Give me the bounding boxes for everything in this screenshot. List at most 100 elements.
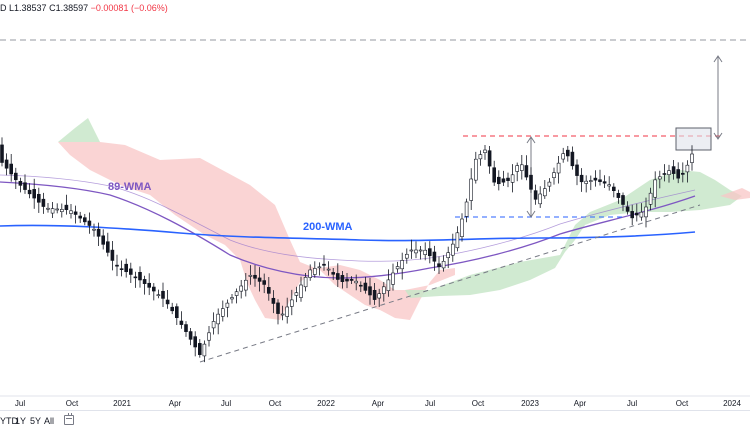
candle-body: [175, 306, 179, 318]
candle-body: [9, 163, 13, 175]
time-axis-label: Jul: [627, 399, 637, 408]
candle-body: [657, 176, 662, 180]
candle-body: [437, 263, 441, 268]
candle-body: [423, 249, 428, 255]
candle-body: [280, 313, 285, 316]
candle-body: [450, 243, 455, 256]
candle-body: [377, 293, 382, 299]
candle-body: [395, 266, 400, 270]
candle-body: [386, 279, 391, 291]
time-axis-label: Apr: [574, 399, 587, 408]
candle-body: [4, 159, 9, 169]
candle-body: [671, 166, 676, 174]
candle-body: [211, 321, 216, 329]
candle-body: [381, 286, 386, 294]
candle-body: [253, 274, 257, 279]
candle-body: [653, 179, 658, 198]
candle-body: [432, 251, 437, 262]
candle-body: [32, 189, 37, 199]
candle-body: [23, 182, 27, 190]
candle-body: [455, 232, 460, 249]
time-axis-label: Oct: [269, 399, 282, 408]
time-axis-label: Jul: [425, 399, 435, 408]
candle-body: [487, 150, 492, 167]
range-all-button[interactable]: All: [44, 416, 55, 426]
candle-body: [46, 207, 50, 210]
candle-body: [368, 286, 372, 296]
time-axis-label: 2023: [521, 399, 539, 408]
candle-body: [524, 165, 529, 178]
candle-body: [198, 343, 202, 355]
candle-body: [501, 178, 506, 183]
legend-low-value: 1.38537: [14, 3, 47, 13]
range-toolbar: YTD 1Y 5Y All: [0, 410, 750, 431]
ichimoku-cloud: [58, 118, 750, 320]
candle-body: [575, 164, 579, 176]
candle-body: [418, 249, 423, 252]
candle-body: [492, 167, 497, 183]
candle-body: [184, 324, 188, 332]
candlestick-series: [0, 137, 694, 363]
candle-body: [460, 218, 464, 237]
candle-body: [648, 192, 653, 205]
candle-body: [138, 272, 142, 281]
time-axis[interactable]: Jul Oct 2021 Apr Jul Oct 2022 Apr Jul Oct 2023 Apr J…: [15, 399, 742, 408]
candle-body: [119, 268, 124, 270]
candle-body: [611, 186, 616, 192]
candle-body: [414, 249, 418, 254]
candle-body: [18, 181, 23, 186]
candle-body: [216, 313, 220, 325]
range-5y-button[interactable]: 5Y: [30, 416, 42, 426]
candle-body: [533, 190, 538, 200]
calendar-icon[interactable]: [64, 413, 74, 425]
candle-body: [616, 192, 621, 198]
candle-body: [179, 320, 184, 325]
candle-body: [266, 287, 271, 294]
candle-body: [285, 306, 290, 317]
candle-body: [639, 211, 644, 218]
candle-body: [308, 269, 313, 278]
candle-body: [317, 266, 322, 269]
time-axis-label: Oct: [676, 399, 689, 408]
candle-body: [96, 228, 101, 237]
candle-body: [193, 336, 197, 348]
candle-body: [345, 278, 349, 282]
candle-body: [565, 149, 570, 157]
candle-body: [152, 286, 156, 292]
candle-body: [676, 169, 681, 179]
legend-change: −0.00081 (−0.06%): [90, 3, 168, 13]
candle-body: [64, 204, 69, 211]
candle-body: [561, 153, 566, 160]
candle-body: [188, 331, 193, 340]
candle-body: [207, 332, 211, 341]
time-axis-label: Oct: [66, 399, 79, 408]
candle-body: [469, 178, 474, 201]
candle-body: [685, 164, 690, 173]
time-axis-label: Apr: [372, 399, 385, 408]
candle-body: [427, 248, 432, 257]
candle-body: [547, 181, 552, 187]
candle-body: [129, 268, 133, 275]
range-ytd-button[interactable]: YTD: [0, 416, 18, 426]
candle-body: [326, 268, 331, 271]
candle-body: [14, 172, 18, 181]
time-axis-label: Oct: [472, 399, 485, 408]
candle-body: [59, 209, 64, 213]
candle-body: [335, 273, 340, 280]
candle-body: [529, 174, 533, 190]
candle-body: [349, 279, 354, 281]
cloud-bear-tail: [720, 188, 750, 200]
candle-body: [483, 149, 487, 153]
candle-body: [322, 263, 326, 266]
candle-body: [303, 277, 308, 288]
candle-body: [506, 177, 510, 181]
candle-body: [579, 174, 584, 183]
candle-body: [404, 253, 409, 259]
range-1y-button[interactable]: 1Y: [15, 416, 27, 426]
wma-89-line: [0, 181, 696, 279]
candle-body: [170, 306, 174, 312]
candle-body: [239, 285, 243, 292]
wma-89-label: 89-WMA: [108, 181, 151, 193]
